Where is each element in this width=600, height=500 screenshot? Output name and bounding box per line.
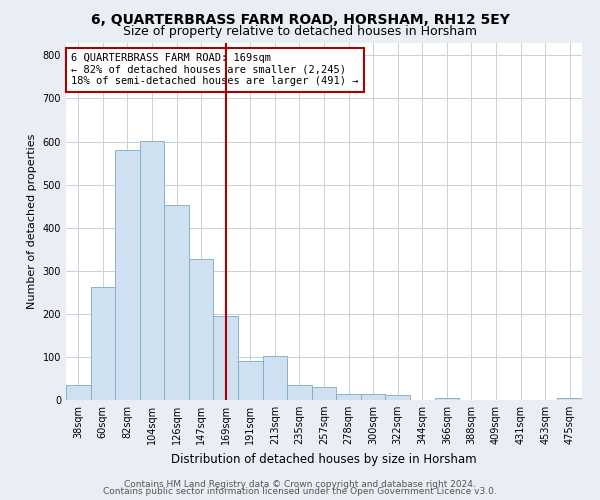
Text: Contains public sector information licensed under the Open Government Licence v3: Contains public sector information licen… xyxy=(103,487,497,496)
Text: Contains HM Land Registry data © Crown copyright and database right 2024.: Contains HM Land Registry data © Crown c… xyxy=(124,480,476,489)
Text: Size of property relative to detached houses in Horsham: Size of property relative to detached ho… xyxy=(123,25,477,38)
Bar xyxy=(557,398,582,400)
Bar xyxy=(214,316,238,400)
Bar xyxy=(115,150,140,400)
Bar xyxy=(434,398,459,400)
Bar xyxy=(91,287,115,400)
Bar xyxy=(66,385,91,400)
Bar xyxy=(385,396,410,400)
Text: 6, QUARTERBRASS FARM ROAD, HORSHAM, RH12 5EY: 6, QUARTERBRASS FARM ROAD, HORSHAM, RH12… xyxy=(91,12,509,26)
Bar xyxy=(336,394,361,400)
Y-axis label: Number of detached properties: Number of detached properties xyxy=(27,134,37,309)
Bar xyxy=(361,394,385,400)
Bar xyxy=(238,361,263,400)
Text: 6 QUARTERBRASS FARM ROAD: 169sqm
← 82% of detached houses are smaller (2,245)
18: 6 QUARTERBRASS FARM ROAD: 169sqm ← 82% o… xyxy=(71,53,359,86)
Bar xyxy=(312,387,336,400)
Bar xyxy=(189,259,214,400)
Bar xyxy=(164,205,189,400)
X-axis label: Distribution of detached houses by size in Horsham: Distribution of detached houses by size … xyxy=(171,452,477,466)
Bar xyxy=(287,385,312,400)
Bar xyxy=(263,356,287,400)
Bar xyxy=(140,140,164,400)
